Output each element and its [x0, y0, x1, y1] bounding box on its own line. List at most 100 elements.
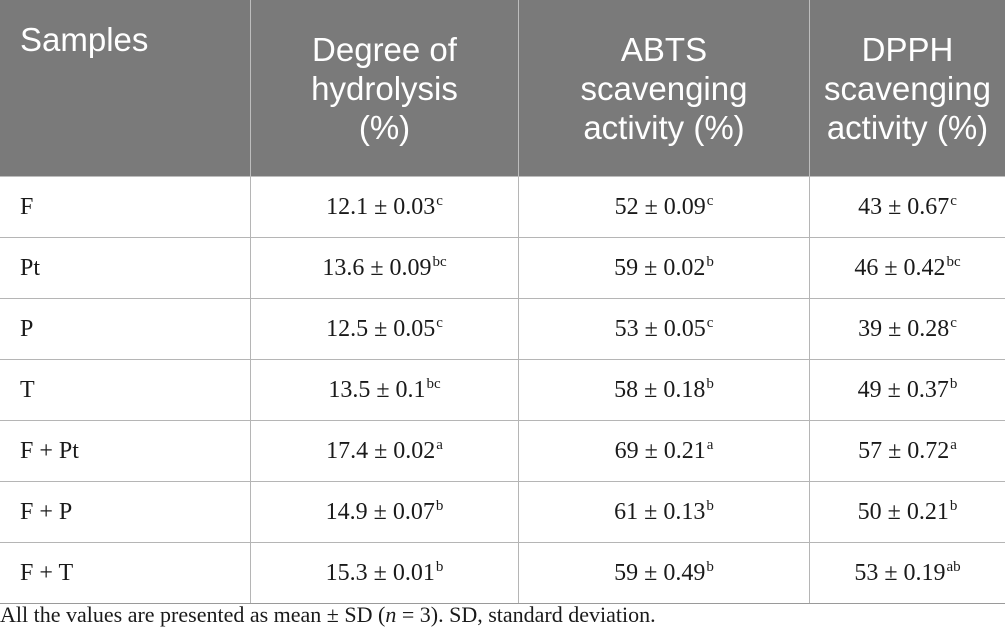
value-with-superscript: 12.5 ± 0.05c	[326, 314, 443, 343]
value-text: 52 ± 0.09	[614, 193, 706, 220]
value-with-superscript: 17.4 ± 0.02a	[326, 436, 443, 465]
value-cell: 43 ± 0.67c	[809, 176, 1005, 238]
significance-letter: bc	[426, 375, 441, 392]
significance-letter: a	[706, 436, 714, 453]
significance-letter: a	[950, 436, 957, 453]
value-cell: 58 ± 0.18b	[518, 359, 810, 421]
value-text: 59 ± 0.02	[614, 254, 706, 281]
value-with-superscript: 53 ± 0.19ab	[854, 558, 961, 587]
value-cell: 53 ± 0.19ab	[809, 542, 1005, 604]
table-row: F 12.1 ± 0.03c 52 ± 0.09c 43 ± 0.67c	[0, 176, 1005, 238]
footnote-italic: n	[385, 602, 397, 627]
value-text: 14.9 ± 0.07	[325, 498, 435, 525]
table-row: T 13.5 ± 0.1bc 58 ± 0.18b 49 ± 0.37b	[0, 359, 1005, 421]
value-cell: 13.6 ± 0.09bc	[250, 237, 519, 299]
value-cell: 14.9 ± 0.07b	[250, 481, 519, 543]
header-dpph-scavenging: DPPH scavenging activity (%)	[809, 0, 1005, 177]
sample-cell: Pt	[0, 237, 251, 299]
value-with-superscript: 14.9 ± 0.07b	[325, 497, 444, 526]
table-header-row: Samples Degree of hydrolysis (%) ABTS scave…	[0, 0, 1005, 177]
significance-letter: bc	[432, 253, 447, 270]
header-line: DPPH	[861, 30, 954, 68]
value-text: 13.5 ± 0.1	[328, 376, 426, 403]
significance-letter: c	[706, 314, 714, 331]
value-with-superscript: 61 ± 0.13b	[614, 498, 714, 526]
value-with-superscript: 43 ± 0.67c	[858, 192, 957, 221]
value-with-superscript: 46 ± 0.42bc	[854, 254, 960, 282]
header-line: scavenging	[824, 69, 991, 107]
significance-letter: b	[435, 497, 444, 514]
value-with-superscript: 69 ± 0.21a	[614, 436, 714, 465]
significance-letter: ab	[946, 558, 961, 575]
significance-letter: a	[436, 436, 443, 453]
value-text: 43 ± 0.67	[858, 193, 950, 220]
value-cell: 49 ± 0.37b	[809, 359, 1005, 421]
value-cell: 53 ± 0.05c	[518, 298, 810, 360]
header-line: hydrolysis	[311, 69, 458, 107]
value-with-superscript: 15.3 ± 0.01b	[325, 559, 444, 587]
value-text: 69 ± 0.21	[614, 437, 706, 464]
value-text: 61 ± 0.13	[614, 498, 706, 525]
footnote-after: = 3). SD, standard deviation.	[396, 602, 656, 627]
value-with-superscript: 57 ± 0.72a	[858, 436, 957, 465]
value-cell: 39 ± 0.28c	[809, 298, 1005, 360]
significance-letter: c	[706, 192, 714, 209]
header-degree-of-hydrolysis: Degree of hydrolysis (%)	[250, 0, 519, 177]
table-row: F + T 15.3 ± 0.01b 59 ± 0.49b 53 ± 0.19ab	[0, 542, 1005, 604]
table-row: F + Pt 17.4 ± 0.02a 69 ± 0.21a 57 ± 0.72a	[0, 420, 1005, 482]
value-with-superscript: 53 ± 0.05c	[614, 314, 714, 343]
value-with-superscript: 13.5 ± 0.1bc	[328, 375, 441, 404]
value-text: 57 ± 0.72	[858, 437, 950, 464]
value-with-superscript: 59 ± 0.02b	[614, 253, 714, 282]
value-cell: 50 ± 0.21b	[809, 481, 1005, 543]
value-text: 15.3 ± 0.01	[325, 559, 435, 586]
value-text: 53 ± 0.19	[854, 559, 946, 586]
value-cell: 13.5 ± 0.1bc	[250, 359, 519, 421]
header-line: ABTS	[620, 30, 708, 68]
significance-letter: c	[950, 314, 957, 331]
value-with-superscript: 12.1 ± 0.03c	[326, 193, 443, 221]
table-row: Pt 13.6 ± 0.09bc 59 ± 0.02b 46 ± 0.42bc	[0, 237, 1005, 299]
header-line: Samples	[20, 21, 149, 58]
significance-letter: b	[706, 253, 714, 270]
significance-letter: c	[436, 314, 443, 331]
value-cell: 17.4 ± 0.02a	[250, 420, 519, 482]
sample-cell: P	[0, 298, 251, 360]
value-cell: 46 ± 0.42bc	[809, 237, 1005, 299]
table-body: F 12.1 ± 0.03c 52 ± 0.09c 43 ± 0.67c Pt 13.6 …	[0, 176, 1005, 604]
results-table: Samples Degree of hydrolysis (%) ABTS scave…	[0, 0, 1005, 604]
value-text: 50 ± 0.21	[857, 498, 949, 525]
header-line: (%)	[358, 108, 411, 146]
value-text: 13.6 ± 0.09	[322, 254, 432, 281]
sample-cell: F	[0, 176, 251, 238]
value-with-superscript: 39 ± 0.28c	[858, 314, 957, 343]
significance-letter: b	[949, 497, 958, 514]
value-text: 58 ± 0.18	[614, 376, 706, 403]
value-cell: 57 ± 0.72a	[809, 420, 1005, 482]
value-with-superscript: 49 ± 0.37b	[857, 375, 958, 404]
value-cell: 59 ± 0.49b	[518, 542, 810, 604]
value-text: 39 ± 0.28	[858, 315, 950, 342]
value-text: 17.4 ± 0.02	[326, 437, 436, 464]
header-line: activity (%)	[583, 108, 745, 146]
value-cell: 59 ± 0.02b	[518, 237, 810, 299]
significance-letter: b	[706, 558, 714, 575]
sample-cell: T	[0, 359, 251, 421]
sample-cell: F + T	[0, 542, 251, 604]
value-cell: 52 ± 0.09c	[518, 176, 810, 238]
value-text: 49 ± 0.37	[857, 376, 949, 403]
header-line: activity (%)	[826, 108, 989, 146]
significance-letter: b	[949, 375, 958, 392]
sample-cell: F + Pt	[0, 420, 251, 482]
header-line: Degree of	[312, 30, 457, 68]
value-with-superscript: 13.6 ± 0.09bc	[322, 253, 447, 282]
value-text: 46 ± 0.42	[854, 254, 946, 281]
value-cell: 15.3 ± 0.01b	[250, 542, 519, 604]
significance-letter: b	[706, 375, 714, 392]
value-with-superscript: 50 ± 0.21b	[857, 497, 958, 526]
significance-letter: c	[950, 192, 957, 209]
table-row: P 12.5 ± 0.05c 53 ± 0.05c 39 ± 0.28c	[0, 298, 1005, 360]
value-text: 12.1 ± 0.03	[326, 193, 436, 220]
value-text: 53 ± 0.05	[614, 315, 706, 342]
value-cell: 69 ± 0.21a	[518, 420, 810, 482]
